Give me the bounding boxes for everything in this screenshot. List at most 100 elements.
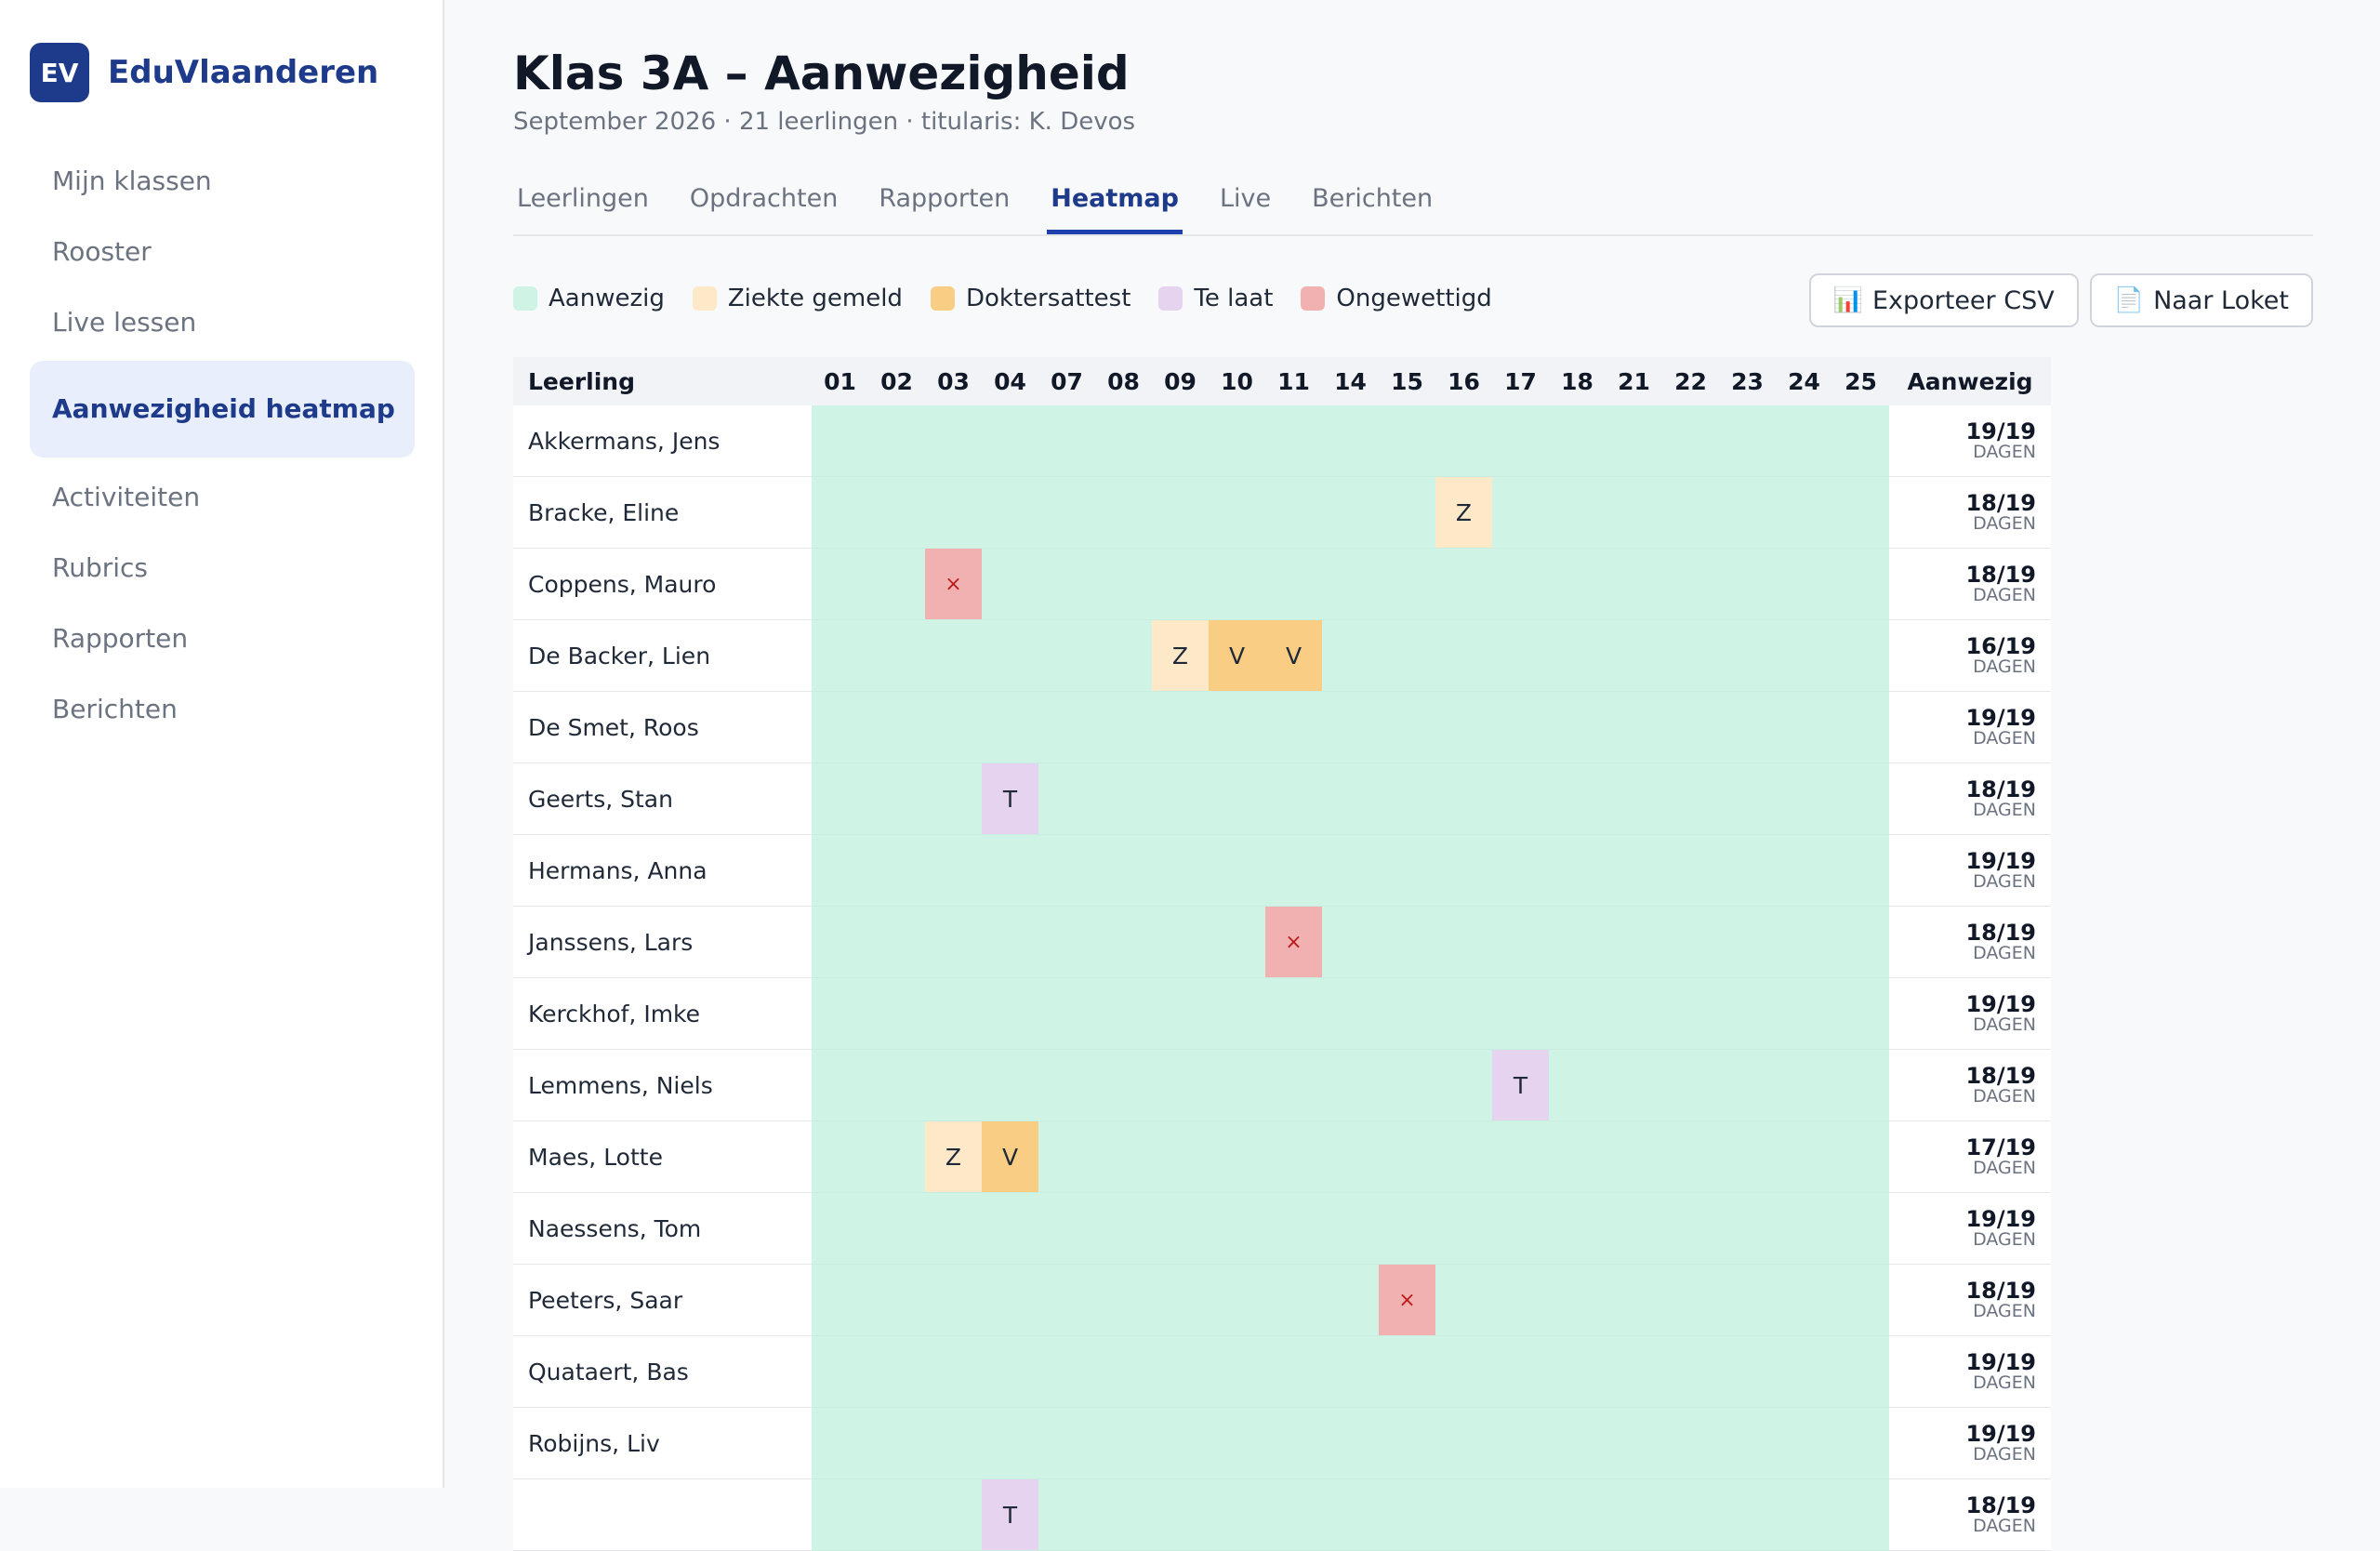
attendance-cell[interactable]: Z xyxy=(1152,619,1209,692)
attendance-cell[interactable] xyxy=(1322,1407,1379,1479)
attendance-cell[interactable] xyxy=(1776,476,1832,549)
attendance-cell[interactable] xyxy=(1435,619,1492,692)
attendance-cell[interactable] xyxy=(1606,691,1662,763)
sidebar-item[interactable]: Aanwezigheid heatmap xyxy=(30,361,415,457)
attendance-cell[interactable] xyxy=(1776,1407,1832,1479)
attendance-cell[interactable] xyxy=(1662,834,1719,907)
attendance-cell[interactable]: T xyxy=(982,762,1038,835)
attendance-cell[interactable] xyxy=(1038,977,1095,1050)
attendance-cell[interactable] xyxy=(1038,1264,1095,1336)
attendance-cell[interactable]: Z xyxy=(1435,476,1492,549)
attendance-cell[interactable] xyxy=(1038,834,1095,907)
attendance-cell[interactable] xyxy=(868,906,925,978)
attendance-cell[interactable] xyxy=(1662,906,1719,978)
attendance-cell[interactable] xyxy=(1265,1120,1322,1193)
table-row[interactable]: T 18/19 DAGEN xyxy=(513,1478,2051,1551)
attendance-cell[interactable] xyxy=(1435,548,1492,620)
attendance-cell[interactable] xyxy=(1662,1407,1719,1479)
attendance-cell[interactable] xyxy=(1152,476,1209,549)
attendance-cell[interactable] xyxy=(1549,834,1606,907)
attendance-cell[interactable] xyxy=(1322,1120,1379,1193)
attendance-cell[interactable] xyxy=(1662,1049,1719,1121)
attendance-cell[interactable] xyxy=(925,1478,982,1551)
attendance-cell[interactable] xyxy=(1095,1335,1152,1408)
attendance-cell[interactable] xyxy=(1549,906,1606,978)
attendance-cell[interactable] xyxy=(1832,405,1889,477)
attendance-cell[interactable] xyxy=(1719,834,1776,907)
attendance-cell[interactable] xyxy=(1549,619,1606,692)
attendance-cell[interactable] xyxy=(1719,906,1776,978)
attendance-cell[interactable] xyxy=(1832,1192,1889,1265)
attendance-cell[interactable] xyxy=(1776,1335,1832,1408)
attendance-cell[interactable] xyxy=(1322,1192,1379,1265)
attendance-cell[interactable] xyxy=(1435,1192,1492,1265)
attendance-cell[interactable] xyxy=(1492,1264,1549,1336)
attendance-cell[interactable] xyxy=(982,405,1038,477)
table-row[interactable]: Lemmens, Niels T 18/19 DAGEN xyxy=(513,1049,2051,1121)
attendance-cell[interactable] xyxy=(1209,1264,1265,1336)
attendance-cell[interactable] xyxy=(925,1049,982,1121)
attendance-cell[interactable] xyxy=(1379,619,1435,692)
attendance-cell[interactable] xyxy=(1549,405,1606,477)
attendance-cell[interactable] xyxy=(812,691,868,763)
tab-berichten[interactable]: Berichten xyxy=(1312,184,1434,213)
table-row[interactable]: Quataert, Bas 19/19 DAGEN xyxy=(513,1335,2051,1408)
attendance-cell[interactable] xyxy=(1322,1264,1379,1336)
attendance-cell[interactable] xyxy=(812,1264,868,1336)
attendance-cell[interactable] xyxy=(1776,1120,1832,1193)
attendance-cell[interactable] xyxy=(1265,691,1322,763)
attendance-cell[interactable] xyxy=(1095,476,1152,549)
attendance-cell[interactable] xyxy=(1832,1407,1889,1479)
attendance-cell[interactable] xyxy=(1379,1478,1435,1551)
attendance-cell[interactable]: × xyxy=(925,548,982,620)
attendance-cell[interactable] xyxy=(1379,906,1435,978)
attendance-cell[interactable] xyxy=(1038,906,1095,978)
attendance-cell[interactable] xyxy=(1549,977,1606,1050)
attendance-cell[interactable] xyxy=(925,1407,982,1479)
attendance-cell[interactable] xyxy=(1265,1335,1322,1408)
attendance-cell[interactable] xyxy=(1719,619,1776,692)
attendance-cell[interactable] xyxy=(1606,977,1662,1050)
attendance-cell[interactable] xyxy=(1322,476,1379,549)
attendance-cell[interactable] xyxy=(1832,548,1889,620)
attendance-cell[interactable] xyxy=(1435,1049,1492,1121)
attendance-cell[interactable] xyxy=(982,1335,1038,1408)
attendance-cell[interactable] xyxy=(1832,691,1889,763)
attendance-cell[interactable] xyxy=(925,762,982,835)
sidebar-item[interactable]: Rubrics xyxy=(52,551,148,583)
sidebar-item[interactable]: Rooster xyxy=(52,235,152,267)
attendance-cell[interactable] xyxy=(1662,548,1719,620)
attendance-cell[interactable] xyxy=(1776,834,1832,907)
attendance-cell[interactable] xyxy=(982,834,1038,907)
attendance-cell[interactable] xyxy=(812,1335,868,1408)
attendance-cell[interactable] xyxy=(1719,762,1776,835)
attendance-cell[interactable] xyxy=(1322,1478,1379,1551)
attendance-cell[interactable] xyxy=(925,1264,982,1336)
attendance-cell[interactable] xyxy=(868,1049,925,1121)
attendance-cell[interactable] xyxy=(1832,977,1889,1050)
attendance-cell[interactable] xyxy=(1379,834,1435,907)
attendance-cell[interactable]: V xyxy=(982,1120,1038,1193)
attendance-cell[interactable] xyxy=(1549,1049,1606,1121)
attendance-cell[interactable] xyxy=(1492,405,1549,477)
attendance-cell[interactable] xyxy=(982,476,1038,549)
attendance-cell[interactable] xyxy=(1776,977,1832,1050)
attendance-cell[interactable] xyxy=(868,619,925,692)
attendance-cell[interactable] xyxy=(1719,405,1776,477)
attendance-cell[interactable] xyxy=(1776,762,1832,835)
attendance-cell[interactable] xyxy=(1209,405,1265,477)
attendance-cell[interactable]: V xyxy=(1265,619,1322,692)
attendance-cell[interactable] xyxy=(1209,476,1265,549)
sidebar-item[interactable]: Rapporten xyxy=(52,622,189,654)
attendance-cell[interactable] xyxy=(1095,405,1152,477)
attendance-cell[interactable] xyxy=(1719,1335,1776,1408)
table-row[interactable]: Akkermans, Jens 19/19 DAGEN xyxy=(513,405,2051,477)
attendance-cell[interactable] xyxy=(1152,762,1209,835)
attendance-cell[interactable] xyxy=(1095,691,1152,763)
attendance-cell[interactable] xyxy=(1492,762,1549,835)
attendance-cell[interactable] xyxy=(1322,691,1379,763)
table-row[interactable]: De Smet, Roos 19/19 DAGEN xyxy=(513,691,2051,763)
attendance-cell[interactable] xyxy=(982,1407,1038,1479)
attendance-cell[interactable] xyxy=(1209,977,1265,1050)
attendance-cell[interactable] xyxy=(1662,691,1719,763)
